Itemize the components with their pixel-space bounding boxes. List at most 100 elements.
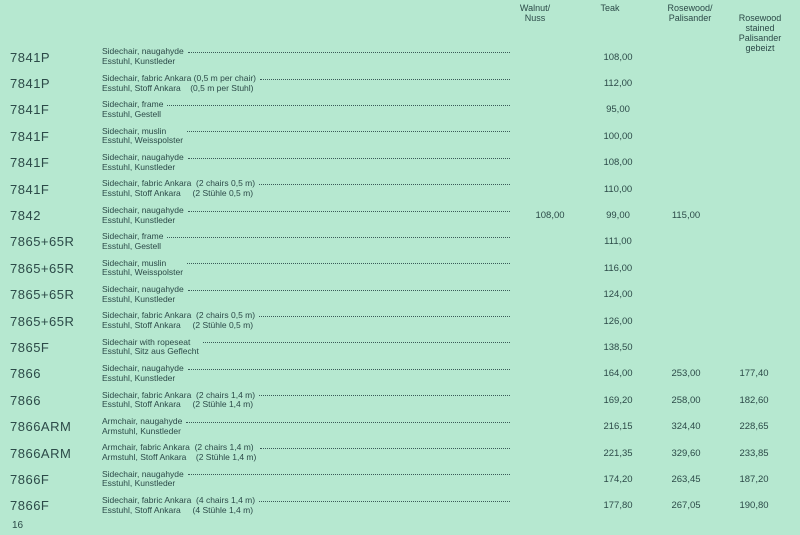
dot-leader	[260, 75, 510, 80]
model-number: 7866F	[10, 472, 102, 487]
header-text: Teak	[600, 3, 619, 13]
item-description: Sidechair, naugahydeEsstuhl, Kunstleder	[102, 470, 188, 490]
desc-de: Esstuhl, Stoff Ankara (2 Stühle 1,4 m)	[102, 400, 255, 410]
item-description: Armchair, naugahydeArmstuhl, Kunstleder	[102, 417, 186, 437]
dot-leader	[188, 286, 510, 291]
dot-leader	[167, 101, 510, 106]
desc-de: Armstuhl, Stoff Ankara (2 Stühle 1,4 m)	[102, 453, 256, 463]
dot-leader	[259, 312, 510, 317]
model-number: 7865+65R	[10, 314, 102, 329]
table-row: 7841FSidechair, naugahydeEsstuhl, Kunstl…	[10, 150, 788, 176]
page-number: 16	[12, 520, 23, 531]
desc-de: Esstuhl, Weisspolster	[102, 268, 183, 278]
model-number: 7865+65R	[10, 261, 102, 276]
table-row: 7866ARMArmchair, fabric Ankara (2 chairs…	[10, 440, 788, 466]
desc-de: Esstuhl, Gestell	[102, 110, 163, 120]
model-number: 7865F	[10, 340, 102, 355]
price-teak: 95,00	[584, 104, 652, 115]
price-teak: 111,00	[584, 236, 652, 247]
table-row: 7841FSidechair, muslinEsstuhl, Weisspols…	[10, 123, 788, 149]
header-teak: Teak	[585, 4, 635, 14]
desc-de: Esstuhl, Stoff Ankara (0,5 m per Stuhl)	[102, 84, 256, 94]
model-number: 7841P	[10, 76, 102, 91]
dot-leader	[260, 444, 510, 449]
table-row: 7865FSidechair with ropeseatEsstuhl, Sit…	[10, 334, 788, 360]
price-teak: 116,00	[584, 263, 652, 274]
dot-leader	[188, 365, 510, 370]
model-number: 7866	[10, 393, 102, 408]
item-description: Sidechair, fabric Ankara (2 chairs 0,5 m…	[102, 179, 259, 199]
model-number: 7841F	[10, 182, 102, 197]
dot-leader	[203, 338, 510, 343]
desc-de: Esstuhl, Weisspolster	[102, 136, 183, 146]
table-row: 7865+65RSidechair, frameEsstuhl, Gestell…	[10, 229, 788, 255]
header-rosewood: Rosewood/ Palisander	[655, 4, 725, 24]
desc-de: Esstuhl, Stoff Ankara (2 Stühle 0,5 m)	[102, 189, 255, 199]
table-row: 7865+65RSidechair, muslinEsstuhl, Weissp…	[10, 255, 788, 281]
table-row: 7842Sidechair, naugahydeEsstuhl, Kunstle…	[10, 202, 788, 228]
price-rw_stained: 187,20	[720, 474, 788, 485]
price-teak: 138,50	[584, 342, 652, 353]
item-description: Sidechair, naugahydeEsstuhl, Kunstleder	[102, 153, 188, 173]
dot-leader	[186, 418, 510, 423]
item-description: Armchair, fabric Ankara (2 chairs 1,4 m)…	[102, 443, 260, 463]
item-description: Sidechair, naugahydeEsstuhl, Kunstleder	[102, 285, 188, 305]
price-rw_stained: 190,80	[720, 500, 788, 511]
price-rw_stained: 177,40	[720, 368, 788, 379]
price-rosewood: 324,40	[652, 421, 720, 432]
price-rows: 7841PSidechair, naugahydeEsstuhl, Kunstl…	[10, 44, 788, 517]
table-row: 7841FSidechair, frameEsstuhl, Gestell95,…	[10, 97, 788, 123]
desc-de: Esstuhl, Sitz aus Geflecht	[102, 347, 199, 357]
table-row: 7866FSidechair, naugahydeEsstuhl, Kunstl…	[10, 466, 788, 492]
price-teak: 124,00	[584, 289, 652, 300]
price-rosewood: 258,00	[652, 395, 720, 406]
dot-leader	[167, 233, 510, 238]
desc-de: Esstuhl, Kunstleder	[102, 295, 184, 305]
dot-leader	[259, 180, 510, 185]
price-rosewood: 263,45	[652, 474, 720, 485]
dot-leader	[187, 259, 510, 264]
price-rosewood: 253,00	[652, 368, 720, 379]
header-text: Nuss	[525, 13, 546, 23]
price-teak: 110,00	[584, 184, 652, 195]
header-text: Rosewood/	[667, 3, 712, 13]
price-teak: 108,00	[584, 157, 652, 168]
price-teak: 112,00	[584, 78, 652, 89]
model-number: 7866ARM	[10, 419, 102, 434]
price-teak: 164,00	[584, 368, 652, 379]
dot-leader	[187, 127, 510, 132]
item-description: Sidechair, naugahydeEsstuhl, Kunstleder	[102, 364, 188, 384]
price-rw_stained: 182,60	[720, 395, 788, 406]
item-description: Sidechair, naugahydeEsstuhl, Kunstleder	[102, 47, 188, 67]
table-row: 7865+65RSidechair, naugahydeEsstuhl, Kun…	[10, 282, 788, 308]
price-rosewood: 329,60	[652, 448, 720, 459]
price-walnut: 108,00	[516, 210, 584, 221]
price-teak: 221,35	[584, 448, 652, 459]
header-text: stained	[745, 23, 774, 33]
price-teak: 126,00	[584, 316, 652, 327]
dot-leader	[188, 207, 510, 212]
desc-de: Esstuhl, Kunstleder	[102, 216, 184, 226]
table-row: 7841PSidechair, fabric Ankara (0,5 m per…	[10, 70, 788, 96]
price-rw_stained: 233,85	[720, 448, 788, 459]
price-teak: 99,00	[584, 210, 652, 221]
table-row: 7865+65RSidechair, fabric Ankara (2 chai…	[10, 308, 788, 334]
item-description: Sidechair with ropeseatEsstuhl, Sitz aus…	[102, 338, 203, 358]
model-number: 7842	[10, 208, 102, 223]
table-row: 7866ARMArmchair, naugahydeArmstuhl, Kuns…	[10, 413, 788, 439]
model-number: 7865+65R	[10, 287, 102, 302]
price-teak: 216,15	[584, 421, 652, 432]
price-rosewood: 115,00	[652, 210, 720, 221]
dot-leader	[188, 470, 510, 475]
header-walnut: Walnut/ Nuss	[505, 4, 565, 24]
item-description: Sidechair, muslinEsstuhl, Weisspolster	[102, 127, 187, 147]
desc-de: Esstuhl, Kunstleder	[102, 163, 184, 173]
desc-de: Esstuhl, Kunstleder	[102, 57, 184, 67]
table-row: 7841PSidechair, naugahydeEsstuhl, Kunstl…	[10, 44, 788, 70]
model-number: 7841P	[10, 50, 102, 65]
desc-de: Esstuhl, Gestell	[102, 242, 163, 252]
header-text: Palisander	[669, 13, 712, 23]
model-number: 7866	[10, 366, 102, 381]
model-number: 7866F	[10, 498, 102, 513]
dot-leader	[188, 154, 510, 159]
